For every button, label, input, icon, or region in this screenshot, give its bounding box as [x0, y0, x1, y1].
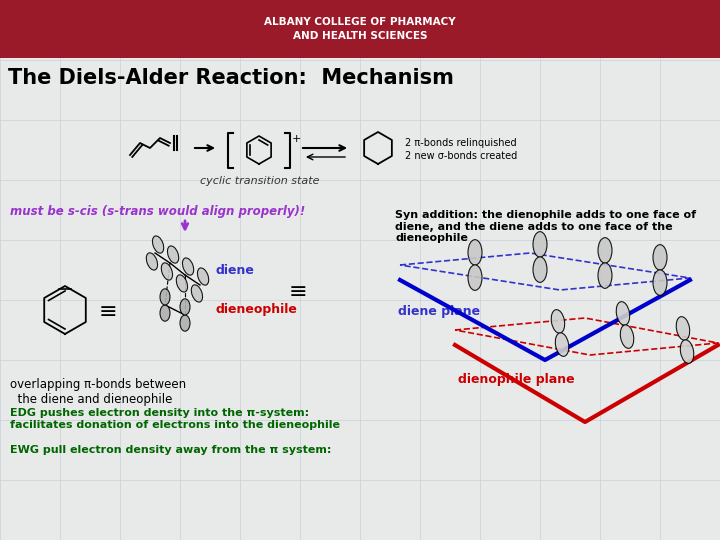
Ellipse shape [160, 305, 170, 321]
Text: must be s-cis (s-trans would align properly)!: must be s-cis (s-trans would align prope… [10, 205, 305, 218]
Ellipse shape [680, 340, 694, 363]
Ellipse shape [533, 232, 547, 257]
Bar [0, 0, 720, 58]
Text: EDG pushes electron density into the π-system:
facilitates donation of electrons: EDG pushes electron density into the π-s… [10, 408, 340, 430]
Ellipse shape [533, 257, 547, 282]
Text: overlapping π-bonds between
  the diene and dieneophile: overlapping π-bonds between the diene an… [10, 378, 186, 406]
Ellipse shape [598, 263, 612, 288]
Ellipse shape [168, 246, 179, 263]
Text: dienophile plane: dienophile plane [458, 374, 575, 387]
Ellipse shape [555, 333, 569, 356]
Ellipse shape [146, 253, 158, 270]
Ellipse shape [180, 315, 190, 331]
Text: $\equiv$: $\equiv$ [94, 300, 117, 320]
Ellipse shape [616, 302, 630, 325]
Ellipse shape [197, 268, 209, 285]
Text: 2 new σ-bonds created: 2 new σ-bonds created [405, 151, 517, 161]
Ellipse shape [676, 316, 690, 340]
Ellipse shape [653, 245, 667, 270]
Text: diene plane: diene plane [398, 306, 480, 319]
Text: 2 π-bonds relinquished: 2 π-bonds relinquished [405, 138, 517, 148]
Ellipse shape [160, 289, 170, 305]
Text: ALBANY COLLEGE OF PHARMACY
AND HEALTH SCIENCES: ALBANY COLLEGE OF PHARMACY AND HEALTH SC… [264, 17, 456, 41]
Text: Syn addition: the dienophile adds to one face of
diene, and the diene adds to on: Syn addition: the dienophile adds to one… [395, 210, 696, 243]
Text: The Diels-Alder Reaction:  Mechanism: The Diels-Alder Reaction: Mechanism [8, 68, 454, 88]
Text: cyclic transition state: cyclic transition state [200, 176, 320, 186]
Ellipse shape [161, 263, 173, 280]
Ellipse shape [468, 265, 482, 291]
Text: +: + [292, 134, 302, 144]
Ellipse shape [552, 309, 564, 333]
Ellipse shape [153, 236, 163, 253]
Ellipse shape [621, 325, 634, 348]
Ellipse shape [653, 270, 667, 295]
Ellipse shape [182, 258, 194, 275]
Ellipse shape [598, 238, 612, 263]
Ellipse shape [468, 240, 482, 265]
Text: EWG pull electron density away from the π system:: EWG pull electron density away from the … [10, 445, 331, 455]
Ellipse shape [176, 275, 187, 292]
Text: diene: diene [215, 264, 254, 276]
Text: $\equiv$: $\equiv$ [284, 280, 306, 300]
Text: dieneophile: dieneophile [215, 303, 297, 316]
Ellipse shape [180, 299, 190, 315]
Ellipse shape [192, 285, 202, 302]
